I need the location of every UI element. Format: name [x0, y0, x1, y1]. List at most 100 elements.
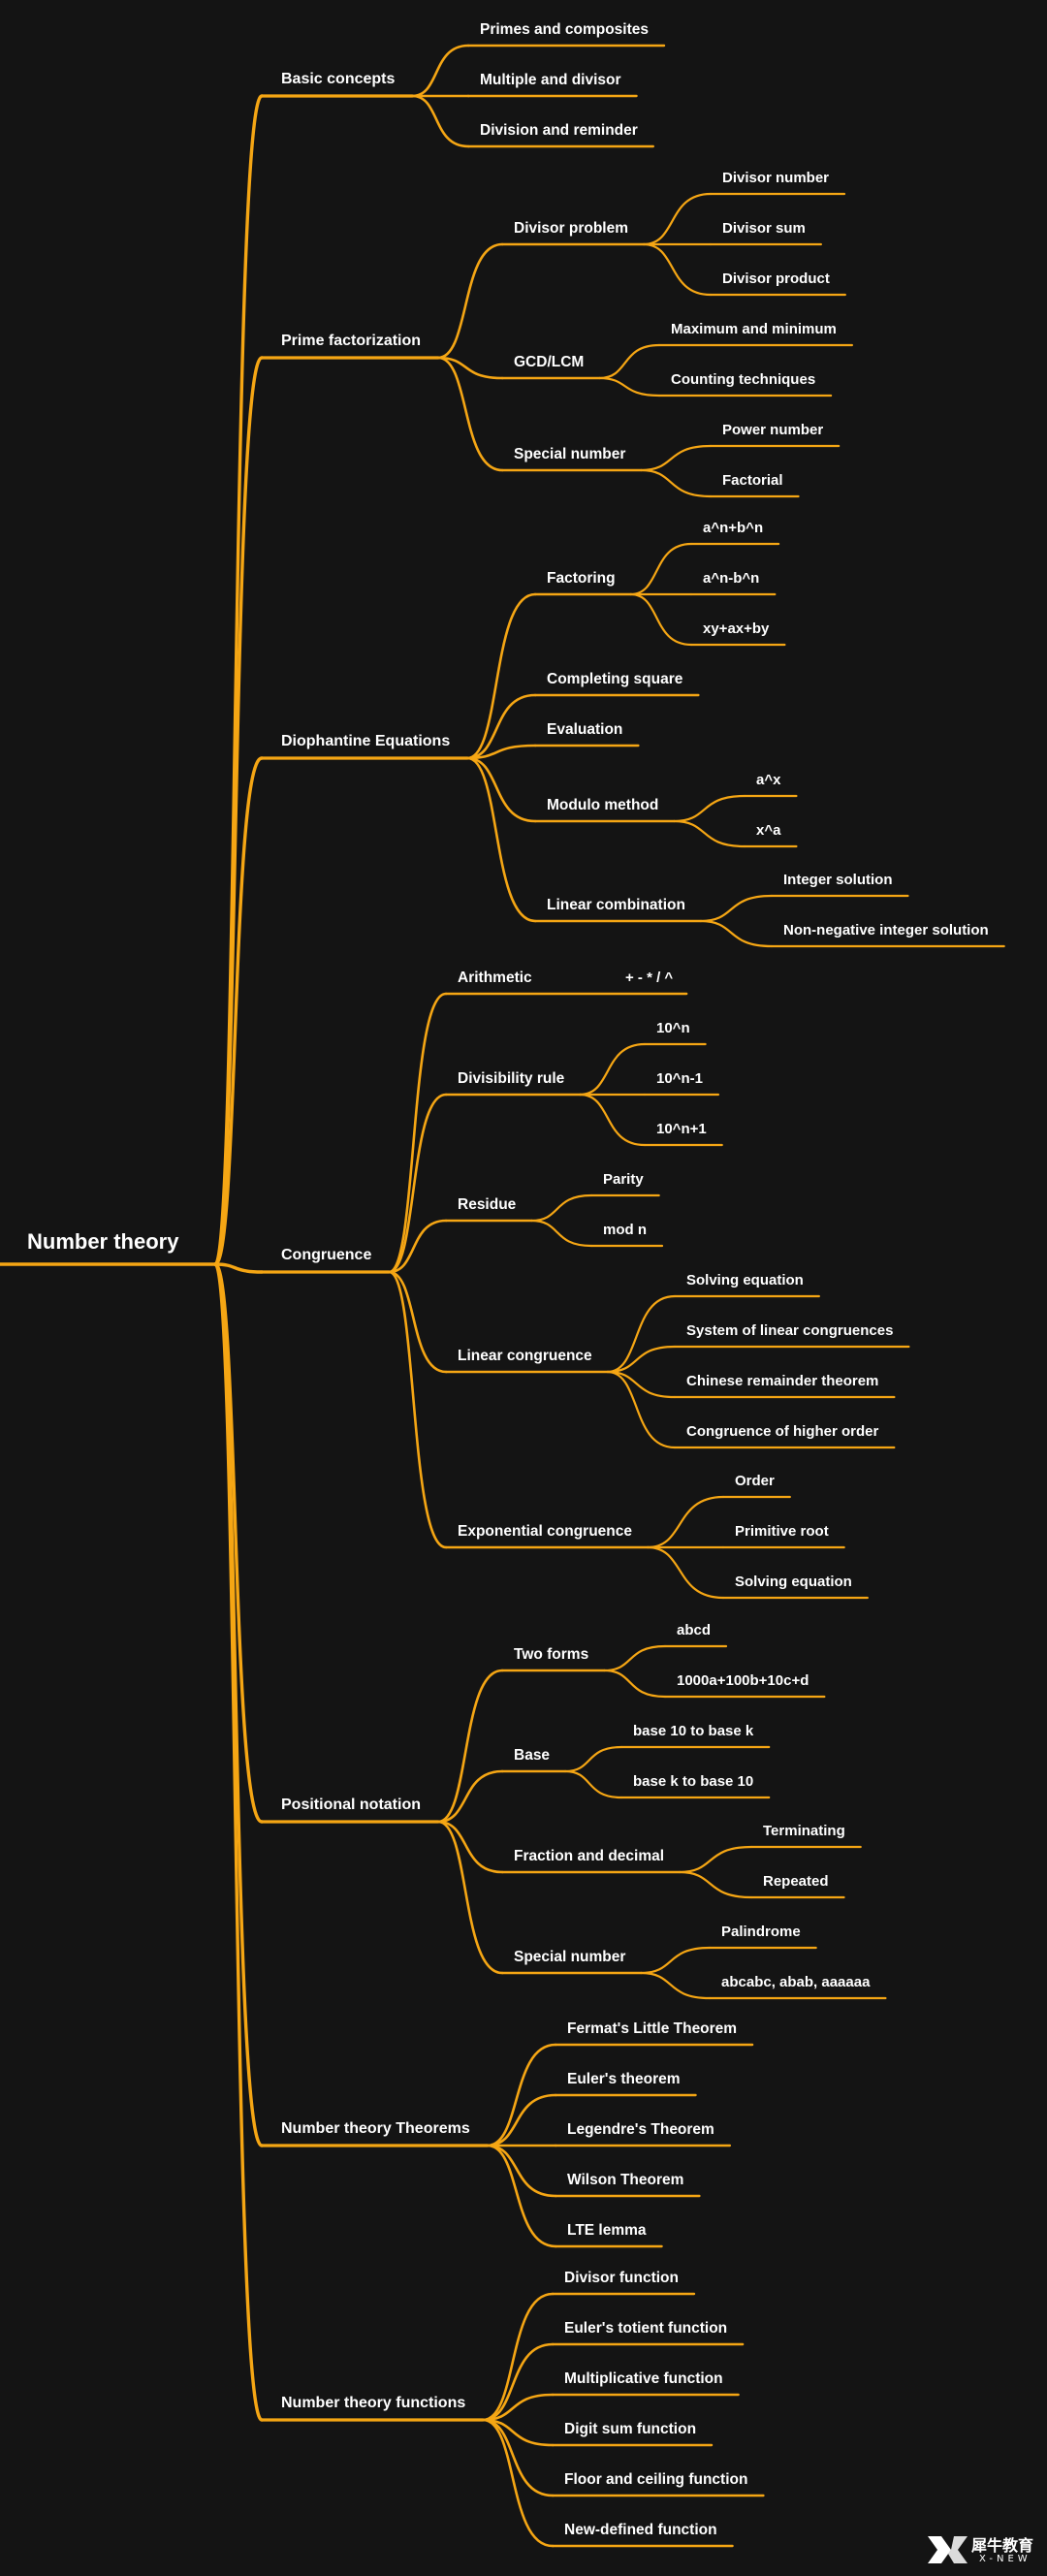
- subtopic-node: Floor and ceiling function: [564, 2470, 748, 2488]
- subtopic-node: Factoring: [547, 569, 616, 587]
- leaf-connector: [629, 542, 693, 596]
- subtopic-node: Divisibility rule: [458, 1069, 565, 1087]
- leaf-node: Divisor product: [722, 270, 830, 287]
- branch-connector: [213, 1262, 264, 1274]
- branch-node: Prime factorization: [281, 333, 422, 349]
- watermark-logo: 犀牛教育 X-NEW: [925, 2528, 1041, 2571]
- subtopic-connector: [486, 2144, 557, 2198]
- subtopic-connector: [388, 992, 448, 1274]
- leaf-connector: [640, 444, 713, 472]
- leaf-connector: [678, 1845, 753, 1874]
- subtopic-node: New-defined function: [564, 2521, 717, 2538]
- leaf-node: Divisor number: [722, 170, 830, 186]
- subtopic-connector: [481, 2292, 555, 2422]
- subtopic-connector: [481, 2418, 555, 2497]
- subtopic-node: Fermat's Little Theorem: [567, 2019, 738, 2037]
- subtopic-connector: [436, 242, 504, 360]
- leaf-node: x^a: [756, 822, 781, 839]
- leaf-connector: [640, 1971, 712, 2000]
- subtopic-node: Division and reminder: [480, 121, 638, 139]
- leaf-node: Factorial: [722, 472, 783, 489]
- leaf-node: a^n+b^n: [703, 520, 764, 536]
- leaf-connector: [629, 592, 693, 647]
- leaf-connector: [606, 1345, 677, 1374]
- subtopic-connector: [486, 2043, 557, 2147]
- leaf-node: Chinese remainder theorem: [686, 1373, 879, 1389]
- branch-node: Number theory Theorems: [281, 2120, 470, 2137]
- leaf-node: Integer solution: [783, 872, 893, 888]
- leaf-connector: [646, 1545, 725, 1600]
- leaf-node: Repeated: [763, 1873, 829, 1890]
- branch-node: Basic concepts: [281, 71, 396, 87]
- branch-connector: [213, 1262, 264, 2422]
- subtopic-node: Base: [514, 1746, 551, 1764]
- subtopic-node: Multiplicative function: [564, 2369, 723, 2387]
- subtopic-node: Residue: [458, 1195, 517, 1213]
- branch-node: Number theory functions: [281, 2395, 466, 2411]
- subtopic-connector: [436, 1669, 504, 1824]
- leaf-node: Parity: [603, 1171, 644, 1188]
- leaf-node: Congruence of higher order: [686, 1423, 879, 1440]
- subtopic-connector: [465, 693, 537, 760]
- subtopic-connector: [481, 2418, 555, 2548]
- leaf-connector: [530, 1219, 593, 1248]
- watermark-en-text: X-NEW: [979, 2554, 1031, 2564]
- leaf-connector: [606, 1370, 677, 1399]
- leaf-connector: [563, 1745, 623, 1773]
- subtopic-node: Digit sum function: [564, 2420, 697, 2437]
- leaf-node: Power number: [722, 422, 824, 438]
- leaf-node: Non-negative integer solution: [783, 922, 989, 938]
- subtopic-connector: [465, 756, 537, 823]
- subtopic-connector: [388, 1093, 448, 1274]
- subtopic-node: Primes and composites: [480, 20, 650, 38]
- leaf-connector: [606, 1370, 677, 1449]
- leaf-node: a^x: [756, 772, 781, 788]
- leaf-connector: [603, 1669, 667, 1699]
- leaf-node: a^n-b^n: [703, 570, 760, 587]
- leaf-node: Solving equation: [735, 1574, 852, 1590]
- subtopic-connector: [436, 1820, 504, 1874]
- leaf-node: 1000a+100b+10c+d: [677, 1672, 809, 1689]
- subtopic-node: Linear combination: [547, 896, 685, 913]
- leaf-connector: [640, 1946, 712, 1975]
- watermark-cn-text: 犀牛教育: [971, 2536, 1034, 2555]
- subtopic-node: Completing square: [547, 670, 683, 687]
- branch-connector: [213, 756, 264, 1266]
- leaf-connector: [640, 468, 713, 498]
- leaf-node: base 10 to base k: [633, 1723, 754, 1739]
- leaf-node: 10^n-1: [656, 1070, 703, 1087]
- subtopic-connector: [388, 1270, 448, 1374]
- leaf-connector: [606, 1294, 677, 1374]
- leaf-node: xy+ax+by: [703, 620, 770, 637]
- subtopic-node: LTE lemma: [567, 2221, 647, 2239]
- subtopic-connector: [411, 94, 470, 148]
- subtopic-connector: [411, 44, 470, 98]
- subtopic-connector: [388, 1219, 448, 1274]
- leaf-node: Maximum and minimum: [671, 321, 837, 337]
- leaf-connector: [642, 192, 713, 246]
- subtopic-node: Evaluation: [547, 720, 623, 738]
- arithmetic-operators-note: + - * / ^: [625, 970, 674, 986]
- subtopic-connector: [486, 2144, 557, 2248]
- subtopic-connector: [436, 356, 504, 472]
- branch-node: Positional notation: [281, 1797, 421, 1813]
- leaf-connector: [673, 794, 746, 823]
- leaf-node: abcd: [677, 1622, 712, 1638]
- leaf-node: Counting techniques: [671, 371, 816, 388]
- leaf-node: Order: [735, 1473, 775, 1489]
- subtopic-connector: [436, 356, 504, 380]
- leaf-node: Divisor sum: [722, 220, 806, 237]
- subtopic-connector: [486, 2093, 557, 2147]
- leaf-node: base k to base 10: [633, 1773, 754, 1790]
- subtopic-node: Multiple and divisor: [480, 71, 621, 88]
- subtopic-node: GCD/LCM: [514, 353, 585, 370]
- branch-connector: [213, 1262, 264, 1824]
- leaf-connector: [598, 376, 661, 398]
- branch-connector: [213, 356, 264, 1266]
- subtopic-connector: [481, 2342, 555, 2422]
- root-node: Number theory: [27, 1229, 179, 1254]
- x-logo-icon: [928, 2536, 968, 2563]
- branch-node: Congruence: [281, 1247, 372, 1263]
- leaf-connector: [579, 1042, 647, 1097]
- subtopic-connector: [481, 2393, 555, 2422]
